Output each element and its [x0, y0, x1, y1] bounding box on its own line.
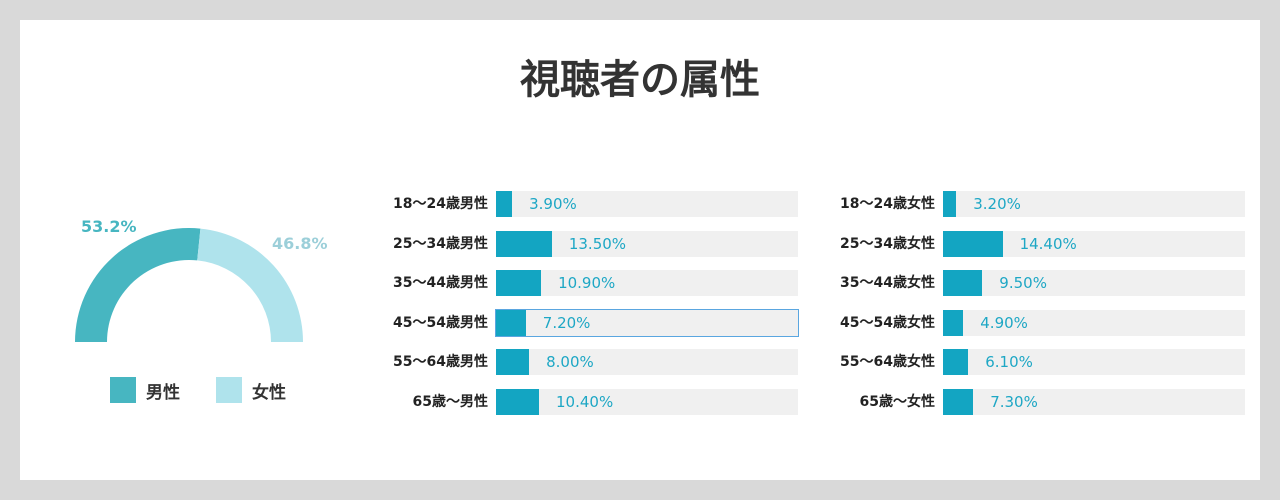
- donut-slice-female: [197, 228, 303, 342]
- bar-track: 10.90%: [496, 270, 798, 296]
- bar: [496, 349, 530, 375]
- bar: [496, 270, 542, 296]
- legend-item: 女性: [216, 377, 286, 403]
- bar-track: 4.90%: [943, 310, 1245, 336]
- legend-label: 女性: [252, 382, 286, 403]
- bar-category-label: 18〜24歳男性: [393, 196, 488, 212]
- bar-value-label: 6.10%: [985, 353, 1033, 371]
- bar-category-label: 25〜34歳女性: [840, 236, 935, 252]
- bar: [496, 231, 552, 257]
- bar-value-label: 14.40%: [1019, 235, 1077, 253]
- bar-value-label: 3.90%: [529, 195, 577, 213]
- bar-category-label: 45〜54歳男性: [393, 315, 488, 331]
- bar-category-label: 18〜24歳女性: [840, 196, 935, 212]
- bar-category-label: 55〜64歳女性: [840, 354, 935, 370]
- page-title: 視聴者の属性: [520, 57, 760, 103]
- bar-value-label: 13.50%: [568, 235, 627, 253]
- bar-value-label: 8.00%: [546, 353, 594, 371]
- bar-category-label: 35〜44歳男性: [393, 275, 488, 291]
- bar-track: 8.00%: [496, 349, 798, 375]
- donut-value-label: 53.2%: [81, 217, 137, 236]
- bar-track: 7.20%: [495, 309, 799, 337]
- bar-category-label: 55〜64歳男性: [393, 354, 488, 370]
- legend-swatch: [216, 377, 242, 403]
- bar-track: 3.90%: [496, 191, 798, 217]
- bar-track: 13.50%: [496, 231, 798, 257]
- bar: [943, 389, 974, 415]
- legend-item: 男性: [110, 377, 180, 403]
- legend-label: 男性: [146, 382, 180, 403]
- bar-category-label: 65歳〜女性: [859, 394, 935, 410]
- bar-category-label: 35〜44歳女性: [840, 275, 935, 291]
- bar: [496, 191, 513, 217]
- bar: [496, 389, 540, 415]
- bar-value-label: 4.90%: [980, 314, 1028, 332]
- bar-category-label: 65歳〜男性: [412, 394, 488, 410]
- bar-track: 14.40%: [943, 231, 1245, 257]
- bar-category-label: 45〜54歳女性: [840, 315, 935, 331]
- bar: [943, 310, 964, 336]
- bar: [943, 191, 957, 217]
- bar-track: 9.50%: [943, 270, 1245, 296]
- bar-category-label: 25〜34歳男性: [393, 236, 488, 252]
- bar-value-label: 7.20%: [542, 314, 591, 332]
- bar-track: 6.10%: [943, 349, 1245, 375]
- bar: [943, 349, 969, 375]
- donut-value-label: 46.8%: [272, 234, 328, 253]
- bar-track: 7.30%: [943, 389, 1245, 415]
- bar-value-label: 7.30%: [990, 393, 1038, 411]
- bar-value-label: 10.40%: [556, 393, 614, 411]
- bar: [943, 231, 1003, 257]
- bar-track: 10.40%: [496, 389, 798, 415]
- bar-track: 3.20%: [943, 191, 1245, 217]
- bar: [943, 270, 983, 296]
- bar-value-label: 10.90%: [558, 274, 616, 292]
- donut-slice-male: [75, 227, 201, 342]
- bar-value-label: 9.50%: [999, 274, 1047, 292]
- bar: [496, 310, 526, 336]
- legend-swatch: [110, 377, 136, 403]
- bar-value-label: 3.20%: [973, 195, 1021, 213]
